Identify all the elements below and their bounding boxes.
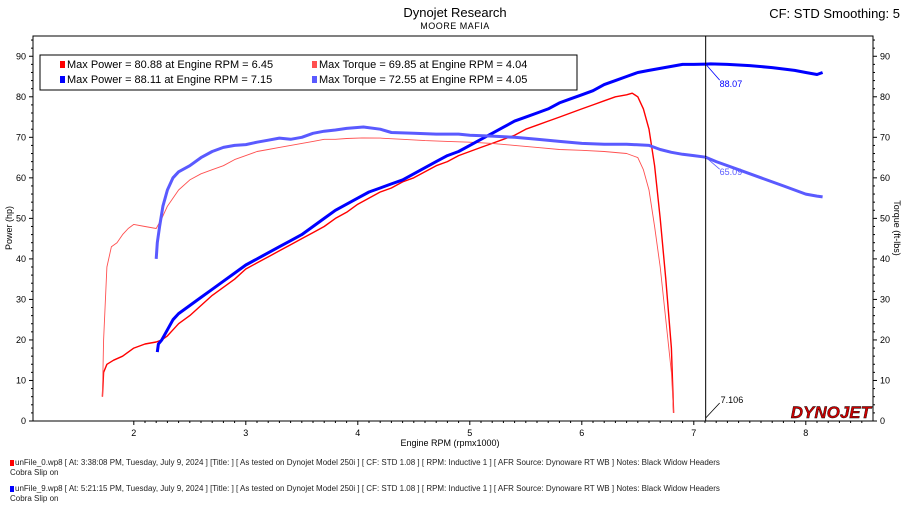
y-tick-label: 90: [16, 51, 26, 61]
x-tick-label: 2: [131, 428, 136, 438]
cursor-readouts: 88.07 65.09 7.106: [705, 63, 744, 419]
y-tick-label: 0: [21, 416, 26, 426]
y2-tick-label: 80: [880, 92, 890, 102]
y-tick-label: 20: [16, 335, 26, 345]
legend-swatch: [60, 61, 65, 68]
series-group: [101, 62, 824, 413]
y-tick-label: 40: [16, 254, 26, 264]
series-line-run-0-torque: [101, 137, 675, 413]
chart-subtitle: MOORE MAFIA: [420, 21, 490, 31]
x-tick-label: 7: [691, 428, 696, 438]
x-tick-label: 4: [355, 428, 360, 438]
legend-entry: Max Torque = 72.55 at Engine RPM = 4.05: [319, 74, 527, 86]
legend-swatch: [60, 76, 65, 83]
legend-swatch: [312, 61, 317, 68]
series-line-run-9-power: [155, 62, 824, 353]
x-tick-label: 5: [467, 428, 472, 438]
y2-tick-label: 50: [880, 213, 890, 223]
power-readout-pointer: [705, 63, 720, 81]
y2-tick-label: 90: [880, 51, 890, 61]
plot-area: [32, 35, 874, 422]
run-9-line1: unFile_9.wp8 [ At: 5:21:15 PM, Tuesday, …: [15, 484, 720, 493]
legend-entry: Max Power = 80.88 at Engine RPM = 6.45: [67, 59, 273, 71]
run-0-line2: Cobra Slip on: [10, 468, 59, 477]
series-line-run-0-power: [101, 92, 675, 413]
legend-swatch: [312, 76, 317, 83]
dynojet-logo: DYNOJET: [791, 403, 873, 422]
y2-tick-label: 70: [880, 132, 890, 142]
torque-readout-pointer: [705, 156, 720, 170]
x-tick-label: 6: [579, 428, 584, 438]
cf-smoothing-readout: CF: STD Smoothing: 5: [769, 6, 900, 21]
y-tick-label: 30: [16, 294, 26, 304]
x-tick-label: 3: [243, 428, 248, 438]
y2-tick-label: 20: [880, 335, 890, 345]
torque-readout: 65.09: [720, 167, 743, 177]
run-0-swatch: [10, 459, 14, 466]
y-tick-label: 80: [16, 92, 26, 102]
power-readout: 88.07: [720, 79, 743, 89]
legend-box: Max Power = 80.88 at Engine RPM = 6.45 Ma…: [39, 54, 578, 91]
x-tick-label: 8: [803, 428, 808, 438]
rpm-readout-pointer: [705, 402, 720, 419]
y2-tick-label: 10: [880, 375, 890, 385]
run-9-line2: Cobra Slip on: [10, 494, 59, 503]
y2-tick-label: 0: [880, 416, 885, 426]
run-0-line1: unFile_0.wp8 [ At: 3:38:08 PM, Tuesday, …: [15, 458, 720, 467]
run-info-0: unFile_0.wp8 [ At: 3:38:08 PM, Tuesday, …: [10, 458, 720, 478]
legend-entry: Max Power = 88.11 at Engine RPM = 7.15: [67, 74, 272, 86]
run-9-swatch: [10, 485, 14, 492]
y2-tick-label: 30: [880, 294, 890, 304]
y2-axis-label: Torque (ft-lbs): [892, 200, 902, 256]
series-line-run-9-torque: [154, 125, 823, 260]
x-axis-label: Engine RPM (rpmx1000): [400, 438, 499, 448]
y-tick-label: 50: [16, 213, 26, 223]
legend-frame: [39, 54, 578, 91]
chart-title: Dynojet Research: [403, 5, 507, 20]
legend-entry: Max Torque = 69.85 at Engine RPM = 4.04: [319, 59, 527, 71]
y-tick-label: 70: [16, 132, 26, 142]
y-tick-label: 10: [16, 375, 26, 385]
run-info-9: unFile_9.wp8 [ At: 5:21:15 PM, Tuesday, …: [10, 484, 720, 504]
y2-tick-label: 60: [880, 173, 890, 183]
rpm-readout: 7.106: [721, 395, 744, 405]
y2-tick-label: 40: [880, 254, 890, 264]
y-tick-label: 60: [16, 173, 26, 183]
y-axis-label: Power (hp): [4, 206, 14, 250]
